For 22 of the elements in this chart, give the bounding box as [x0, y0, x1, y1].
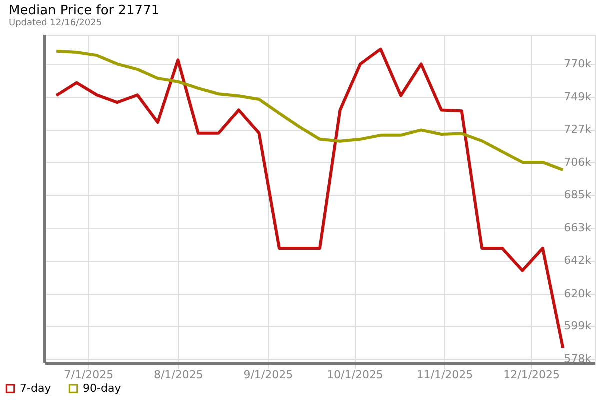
chart-subtitle: Updated 12/16/2025 — [9, 18, 102, 28]
line-series — [55, 50, 565, 172]
legend-label: 90-day — [83, 382, 122, 395]
y-tick-label: 770k — [564, 58, 592, 71]
y-tick-label: 599k — [564, 320, 592, 333]
x-tick-label: 7/1/2025 — [64, 368, 114, 382]
x-tick-label: 9/1/2025 — [244, 368, 294, 382]
y-tick-label: 642k — [564, 254, 592, 268]
x-tick-label: 10/1/2025 — [327, 368, 384, 382]
line-series — [55, 48, 565, 350]
legend-label: 7-day — [20, 382, 52, 395]
y-tick-label: 749k — [564, 90, 592, 104]
chart-title: Median Price for 21771 — [9, 4, 160, 18]
y-tick-label: 727k — [564, 123, 592, 136]
x-tick-label: 12/1/2025 — [504, 368, 560, 382]
y-tick-label: 578k — [564, 352, 592, 366]
x-tick-label: 8/1/2025 — [154, 368, 204, 382]
y-tick-label: 685k — [564, 188, 592, 202]
y-tick-label: 620k — [564, 287, 592, 300]
y-tick-label: 663k — [564, 221, 592, 234]
x-tick-label: 11/1/2025 — [416, 368, 474, 382]
y-tick-label: 706k — [564, 156, 592, 169]
